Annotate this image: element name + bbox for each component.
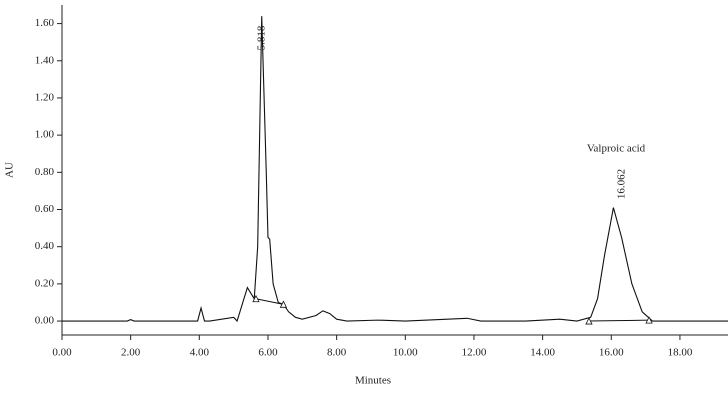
baseline-marker [279, 300, 288, 308]
x-tick-label: 14.00 [530, 347, 555, 359]
x-tick-label: 10.00 [393, 347, 418, 359]
y-tick-label: 0.00 [35, 315, 55, 327]
x-axis-label: Minutes [355, 375, 391, 387]
x-tick-label: 6.00 [258, 347, 278, 359]
y-tick-label: 0.60 [35, 203, 55, 215]
x-tick-label: 2.00 [121, 347, 141, 359]
x-tick-label: 0.00 [52, 347, 72, 359]
y-tick-label: 1.60 [35, 17, 55, 29]
baseline-marker [585, 317, 593, 325]
y-tick-label: 1.00 [35, 129, 55, 141]
baseline [588, 319, 650, 322]
x-tick-label: 8.00 [327, 347, 347, 359]
annotation: Valproic acid [587, 143, 646, 155]
annotation: 16.062 [616, 169, 628, 199]
trace [62, 16, 728, 323]
y-tick-label: 0.20 [35, 277, 55, 289]
x-tick-label: 12.00 [462, 347, 487, 359]
annotation: 5.818 [256, 25, 268, 50]
baseline [255, 298, 284, 305]
y-tick-label: 0.80 [35, 166, 55, 178]
x-tick-label: 18.00 [668, 347, 693, 359]
y-tick-label: 0.40 [35, 240, 55, 252]
x-tick-label: 16.00 [599, 347, 624, 359]
x-tick-label: 4.00 [190, 347, 210, 359]
baseline-marker [252, 294, 260, 303]
y-tick-label: 1.20 [35, 91, 55, 103]
baseline-marker [645, 316, 653, 324]
y-tick-label: 1.40 [35, 54, 55, 66]
y-axis-label: AU [4, 162, 16, 178]
